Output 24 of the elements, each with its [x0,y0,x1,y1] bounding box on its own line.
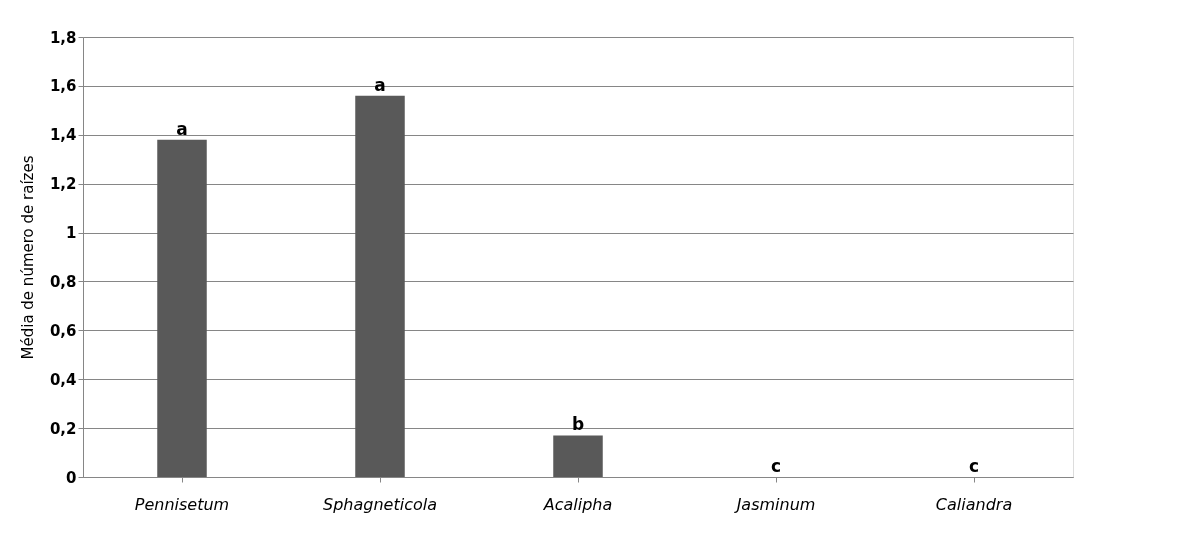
y-tick-label: 0 [66,468,77,487]
bar [553,435,603,477]
bar [157,139,207,477]
y-tick-label: 0,8 [49,272,77,291]
x-tick-label: Sphagneticola [323,494,437,514]
y-tick-label: 1,2 [49,175,77,194]
annotation: b [571,414,585,435]
x-tick-label: Jasminum [733,494,816,514]
y-axis-title: Média de número de raízes [18,155,37,360]
y-tick-label: 0,2 [49,419,77,438]
x-tick-label: Caliandra [935,494,1013,514]
y-tick-label: 1,4 [49,126,77,145]
y-tick-label: 1,8 [49,28,77,47]
x-tick-label: Acalipha [542,494,613,514]
annotation: c [968,456,980,476]
annotation: a [374,74,386,95]
bar [355,95,405,477]
annotation: c [770,456,782,476]
y-tick-label: 0,4 [49,370,77,389]
y-tick-label: 1 [66,224,77,243]
y-tick-label: 1,6 [49,77,77,96]
x-tick-label: Pennisetum [134,494,230,514]
annotation: a [176,118,188,139]
y-tick-label: 0,6 [49,321,77,340]
